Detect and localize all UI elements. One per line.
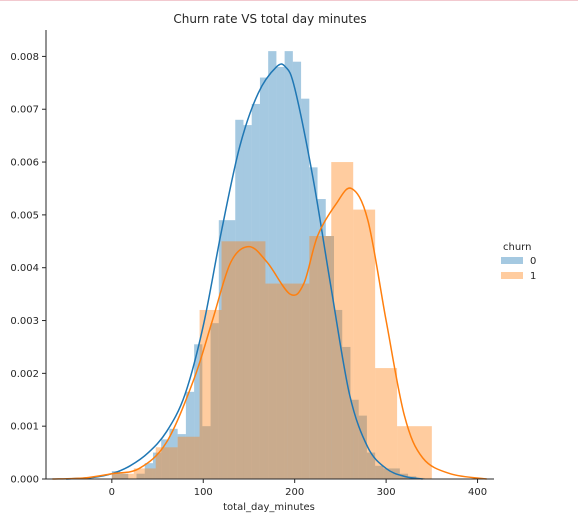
bar-series-1-8: [287, 283, 310, 479]
bar-series-0-7: [169, 428, 178, 479]
bar-series-0-6: [161, 439, 170, 479]
y-tick-label-5: 0.005: [10, 210, 39, 221]
y-tick-label-8: 0.008: [10, 52, 39, 63]
bar-series-0-33: [383, 468, 392, 479]
bar-series-0-27: [334, 309, 343, 479]
kde-line-series-1: [52, 187, 487, 480]
bar-series-0-3: [136, 473, 145, 479]
legend-swatch-0: [501, 257, 523, 264]
axes-layer: 0.000 0.001 0.002 0.003 0.004 0.005 0.006 0.007…: [10, 30, 494, 498]
legend-label-0: 0: [530, 256, 536, 267]
bar-series-1-11: [353, 209, 376, 479]
bar-series-0-22: [292, 61, 302, 479]
bar-series-0-25: [317, 199, 326, 480]
bar-series-0-19: [268, 51, 277, 479]
bar-series-0-16: [243, 125, 252, 480]
y-tick-label-7: 0.007: [10, 105, 39, 116]
bar-series-0-12: [210, 323, 219, 479]
bar-series-1-2: [155, 447, 178, 479]
bar-series-0-11: [202, 426, 211, 479]
bar-series-1-1: [133, 468, 156, 479]
y-tick-label-0: 0.000: [10, 475, 39, 486]
bar-series-1-13: [397, 426, 420, 479]
y-tick-label-1: 0.001: [10, 422, 39, 433]
bar-series-0-28: [342, 346, 351, 479]
bar-series-1-0: [111, 473, 134, 479]
bars-layer: [111, 51, 433, 480]
legend-swatch-1: [501, 272, 523, 279]
chart-title: Churn rate VS total day minutes: [173, 12, 366, 26]
bar-series-1-7: [265, 283, 288, 479]
bar-series-0-29: [350, 399, 359, 479]
x-tick-label-4: 400: [468, 487, 487, 498]
bar-series-0-15: [235, 119, 244, 480]
y-tick-label-3: 0.003: [10, 316, 39, 327]
y-tick-label-2: 0.002: [10, 369, 39, 380]
series-1-bars: [111, 162, 432, 479]
x-tick-label-2: 200: [285, 487, 304, 498]
x-tick-label-3: 300: [377, 487, 396, 498]
bar-series-1-10: [331, 162, 354, 479]
y-tick-label-6: 0.006: [10, 158, 39, 169]
bar-series-0-30: [358, 415, 367, 479]
legend-label-1: 1: [530, 271, 536, 282]
series-0-bars: [111, 51, 433, 480]
bar-series-1-4: [199, 309, 222, 479]
bar-series-0-1: [120, 473, 129, 479]
bar-series-0-21: [284, 51, 293, 479]
bar-series-0-26: [325, 236, 334, 479]
x-axis-label: total_day_minutes: [223, 502, 315, 513]
bar-series-0-13: [218, 220, 228, 479]
bar-series-0-20: [276, 66, 285, 479]
bar-series-0-24: [309, 167, 318, 479]
bar-series-1-6: [243, 241, 266, 479]
legend: churn 0 1: [501, 242, 536, 282]
y-tick-label-4: 0.004: [10, 263, 39, 274]
legend-title: churn: [503, 242, 531, 253]
bar-series-0-0: [111, 471, 121, 479]
kde-line-series-0: [66, 63, 423, 480]
bar-series-1-12: [375, 368, 398, 479]
bar-series-0-5: [152, 452, 162, 479]
bar-series-1-9: [309, 236, 332, 479]
bar-series-0-23: [301, 98, 310, 479]
bar-series-0-17: [251, 103, 260, 479]
bar-series-0-9: [185, 391, 195, 479]
bar-series-0-4: [144, 463, 153, 479]
bar-series-1-5: [221, 241, 244, 479]
kde-layer: [52, 63, 487, 480]
bar-series-0-32: [375, 465, 384, 479]
bar-series-1-3: [177, 436, 200, 479]
top-border: [0, 0, 578, 1]
bar-series-1-14: [419, 426, 432, 479]
x-tick-label-1: 100: [194, 487, 213, 498]
bar-series-0-8: [177, 434, 186, 479]
bar-series-0-14: [227, 220, 236, 479]
bar-series-0-10: [194, 344, 203, 479]
bar-series-0-18: [259, 77, 269, 480]
bar-series-0-31: [366, 452, 376, 479]
x-tick-label-0: 0: [109, 487, 115, 498]
